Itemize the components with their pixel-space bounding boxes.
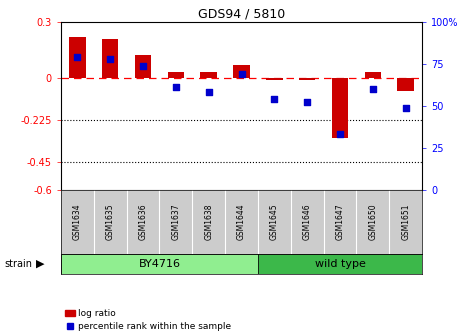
Text: GSM1645: GSM1645	[270, 203, 279, 240]
Text: GSM1638: GSM1638	[204, 204, 213, 240]
Text: wild type: wild type	[315, 259, 365, 269]
Title: GDS94 / 5810: GDS94 / 5810	[198, 8, 285, 21]
Point	[172, 85, 180, 90]
Text: GSM1644: GSM1644	[237, 203, 246, 240]
Bar	[69, 37, 85, 78]
Point	[205, 90, 212, 95]
Bar	[233, 65, 250, 78]
Point	[74, 54, 81, 60]
Bar	[200, 72, 217, 78]
Text: GSM1637: GSM1637	[171, 203, 181, 240]
Legend: log ratio, percentile rank within the sample: log ratio, percentile rank within the sa…	[66, 309, 231, 332]
Point	[336, 132, 344, 137]
Text: BY4716: BY4716	[138, 259, 181, 269]
Point	[106, 56, 114, 61]
Text: GSM1636: GSM1636	[138, 203, 148, 240]
Text: GSM1635: GSM1635	[106, 203, 115, 240]
Point	[238, 71, 245, 77]
Bar	[397, 78, 414, 91]
Text: GSM1651: GSM1651	[401, 204, 410, 240]
Bar	[364, 72, 381, 78]
Bar	[266, 78, 282, 80]
Text: GSM1647: GSM1647	[335, 203, 345, 240]
Point	[402, 105, 409, 110]
Text: GSM1646: GSM1646	[303, 203, 312, 240]
Text: GSM1650: GSM1650	[368, 203, 378, 240]
Point	[271, 96, 278, 102]
Bar	[135, 55, 151, 78]
Point	[369, 86, 377, 92]
Bar	[102, 39, 118, 78]
Bar	[299, 78, 315, 80]
Bar	[167, 72, 184, 78]
Bar	[258, 254, 422, 274]
Text: strain: strain	[5, 259, 33, 269]
Bar	[61, 254, 258, 274]
Bar	[332, 78, 348, 137]
Text: ▶: ▶	[36, 259, 44, 269]
Text: GSM1634: GSM1634	[73, 203, 82, 240]
Point	[139, 63, 147, 68]
Point	[303, 100, 311, 105]
